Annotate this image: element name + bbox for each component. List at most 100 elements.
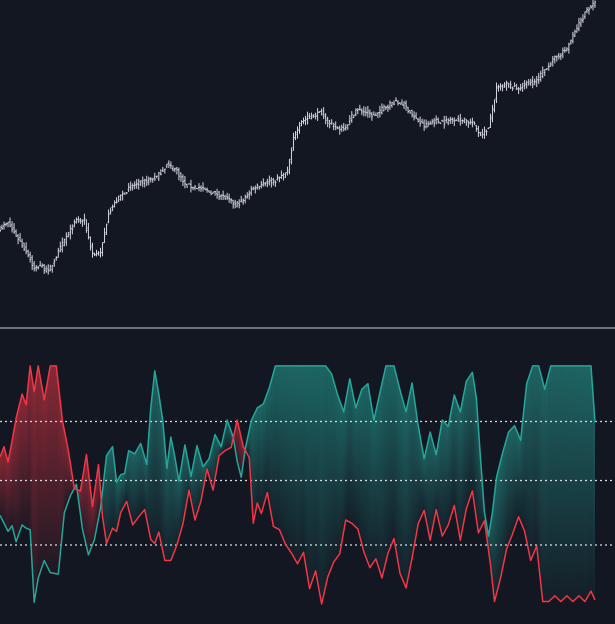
price-bar bbox=[272, 177, 275, 186]
bull-fill bbox=[524, 383, 527, 542]
price-bar bbox=[501, 84, 504, 92]
bull-fill bbox=[357, 395, 360, 537]
price-bar bbox=[539, 70, 542, 82]
price-bar bbox=[575, 24, 578, 33]
bull-fill bbox=[576, 365, 579, 598]
bull-fill bbox=[164, 444, 167, 561]
price-bar bbox=[431, 119, 434, 125]
price-bar bbox=[234, 199, 237, 209]
bear-fill bbox=[30, 365, 33, 566]
bull-fill bbox=[373, 410, 376, 562]
bear-fill bbox=[64, 430, 67, 513]
bull-fill bbox=[446, 424, 449, 529]
price-bar bbox=[364, 106, 367, 117]
bear-fill bbox=[48, 365, 51, 573]
price-bar bbox=[565, 47, 568, 52]
bull-fill bbox=[273, 365, 276, 528]
price-bar bbox=[481, 128, 484, 139]
price-bar bbox=[449, 116, 452, 124]
price-bar bbox=[370, 111, 373, 121]
price-bar bbox=[316, 108, 319, 121]
price-bar bbox=[27, 249, 30, 258]
price-bar bbox=[411, 109, 414, 118]
bull-fill bbox=[271, 373, 274, 527]
price-bar bbox=[451, 117, 454, 124]
bull-fill bbox=[257, 406, 260, 509]
bull-fill bbox=[293, 365, 296, 561]
price-bar bbox=[37, 265, 40, 270]
bear-fill bbox=[82, 466, 85, 538]
bull-fill bbox=[263, 398, 266, 507]
bull-fill bbox=[319, 365, 322, 604]
bull-fill bbox=[261, 403, 264, 514]
price-bar bbox=[181, 174, 184, 187]
price-bar bbox=[348, 115, 351, 126]
bull-fill bbox=[265, 393, 268, 500]
bull-fill bbox=[138, 443, 141, 517]
bear-fill bbox=[4, 446, 7, 528]
price-bar bbox=[581, 14, 584, 23]
bull-fill bbox=[381, 374, 384, 579]
price-bar bbox=[109, 207, 112, 215]
bull-fill bbox=[580, 365, 583, 600]
price-bar bbox=[585, 7, 588, 14]
bear-fill bbox=[60, 401, 63, 554]
bull-fill bbox=[178, 469, 181, 538]
bear-fill bbox=[40, 377, 43, 573]
bull-fill bbox=[440, 419, 443, 537]
price-bar bbox=[145, 175, 148, 186]
bear-fill bbox=[22, 394, 25, 527]
price-bar bbox=[515, 83, 518, 90]
price-bar bbox=[101, 242, 104, 257]
price-bar bbox=[366, 105, 369, 118]
price-bar bbox=[131, 183, 134, 191]
price-bar bbox=[302, 117, 305, 125]
bull-fill bbox=[538, 365, 541, 584]
bull-fill bbox=[530, 365, 533, 561]
price-bar bbox=[306, 111, 309, 125]
bear-fill bbox=[6, 454, 9, 532]
price-bar bbox=[133, 181, 136, 190]
price-bar bbox=[3, 221, 6, 230]
price-bar bbox=[121, 190, 124, 201]
price-bar bbox=[533, 78, 536, 86]
price-bar bbox=[63, 238, 66, 247]
bull-fill bbox=[592, 394, 595, 601]
price-bar bbox=[189, 179, 192, 193]
price-bar bbox=[11, 221, 14, 233]
bull-fill bbox=[291, 365, 294, 557]
price-bar bbox=[577, 17, 580, 32]
bull-fill bbox=[140, 443, 143, 515]
bull-fill bbox=[408, 392, 411, 578]
price-bar bbox=[401, 99, 404, 106]
bull-fill bbox=[494, 477, 497, 602]
bull-fill bbox=[450, 405, 453, 519]
bull-fill bbox=[496, 469, 499, 594]
price-bar bbox=[137, 178, 140, 190]
bull-fill bbox=[414, 396, 417, 547]
price-bar bbox=[139, 180, 142, 186]
price-bar bbox=[13, 223, 16, 234]
bull-fill bbox=[568, 365, 571, 600]
bull-fill bbox=[552, 365, 555, 598]
bull-fill bbox=[142, 450, 145, 513]
price-bar bbox=[310, 112, 313, 120]
bull-fill bbox=[464, 381, 467, 520]
price-bar bbox=[543, 68, 546, 77]
bull-fill bbox=[550, 365, 553, 600]
bear-fill bbox=[2, 446, 5, 524]
price-bar bbox=[193, 184, 196, 191]
bull-fill bbox=[526, 377, 529, 551]
price-bar bbox=[230, 198, 233, 204]
bear-series-line bbox=[0, 365, 596, 605]
price-bar bbox=[300, 120, 303, 127]
bull-fill bbox=[522, 402, 525, 532]
bull-fill bbox=[480, 457, 483, 529]
price-bar bbox=[405, 100, 408, 111]
price-bar bbox=[214, 190, 217, 196]
bull-fill bbox=[156, 382, 159, 538]
bull-fill bbox=[277, 365, 280, 530]
bear-fill bbox=[28, 365, 31, 530]
bull-fill bbox=[279, 365, 282, 535]
bull-fill bbox=[343, 400, 346, 532]
